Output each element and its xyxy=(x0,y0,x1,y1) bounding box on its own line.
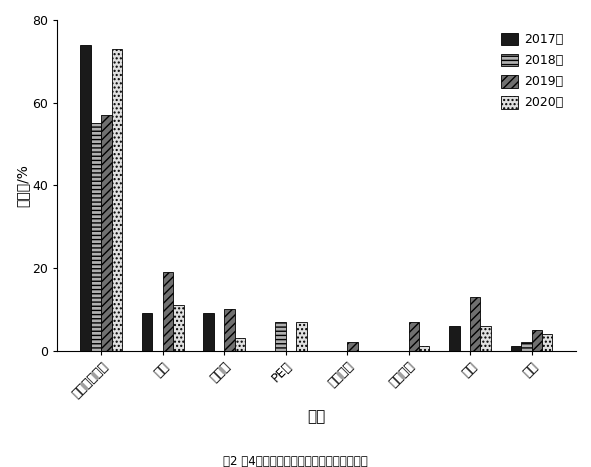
Bar xyxy=(203,313,214,351)
Legend: 2017年, 2018年, 2019年, 2020年: 2017年, 2018年, 2019年, 2020年 xyxy=(494,26,570,116)
Bar xyxy=(296,322,307,351)
Bar xyxy=(347,342,358,351)
Bar xyxy=(163,272,173,351)
Bar xyxy=(419,347,430,351)
Bar xyxy=(142,313,152,351)
Bar xyxy=(235,338,245,351)
Bar xyxy=(470,297,480,351)
Bar xyxy=(91,123,101,351)
Bar xyxy=(80,45,91,351)
Bar xyxy=(542,334,553,351)
Bar xyxy=(112,49,122,351)
Bar xyxy=(449,326,460,351)
Bar xyxy=(275,322,285,351)
Bar xyxy=(511,347,521,351)
Bar xyxy=(531,330,542,351)
Bar xyxy=(101,115,112,351)
X-axis label: 管材: 管材 xyxy=(307,409,326,424)
Bar xyxy=(173,305,184,351)
Y-axis label: 百分比/%: 百分比/% xyxy=(15,164,29,207)
Bar xyxy=(224,309,235,351)
Bar xyxy=(521,342,531,351)
Bar xyxy=(480,326,491,351)
Text: 图2 近4年调查区不同管材类型的管道事故率: 图2 近4年调查区不同管材类型的管道事故率 xyxy=(223,455,368,467)
Bar xyxy=(408,322,419,351)
